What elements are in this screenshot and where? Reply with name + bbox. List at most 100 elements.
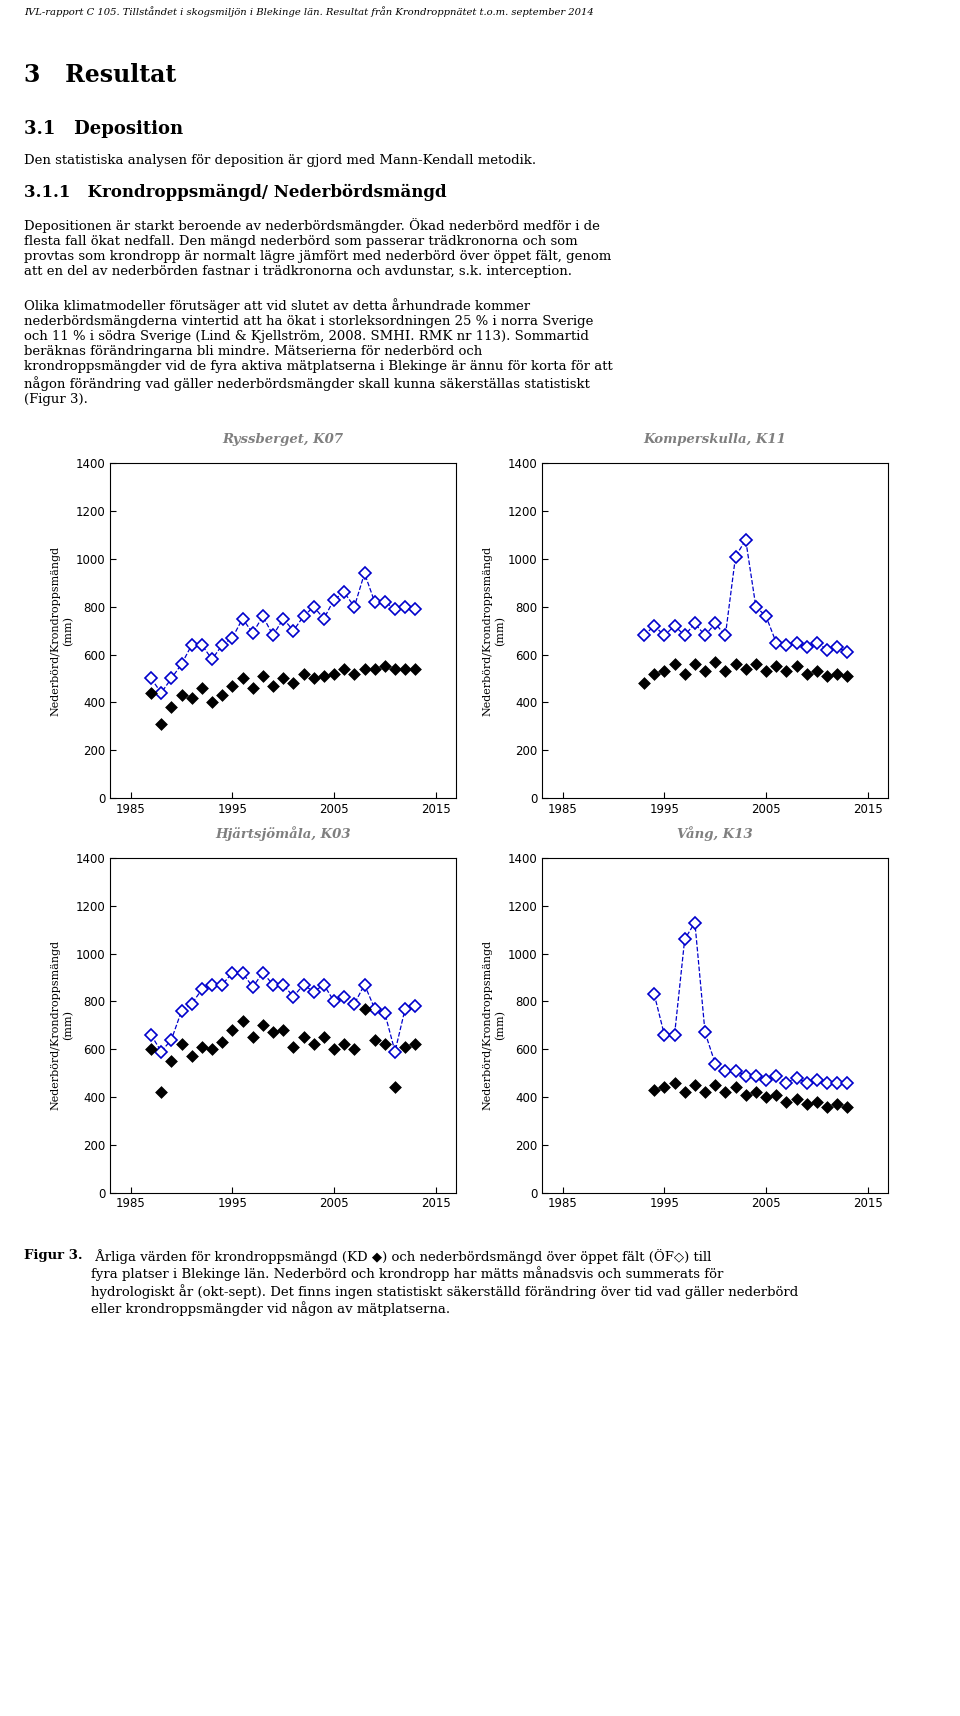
Text: Depositionen är starkt beroende av nederbördsmängder. Ökad nederbörd medför i de: Depositionen är starkt beroende av neder… [24, 218, 612, 278]
Text: IVL-rapport C 105. Tillståndet i skogsmiljön i Blekinge län. Resultat från Krond: IVL-rapport C 105. Tillståndet i skogsmi… [24, 5, 593, 17]
Point [316, 1023, 331, 1050]
Point [636, 669, 652, 697]
Point [143, 680, 158, 707]
Point [687, 1071, 703, 1098]
Point [677, 661, 692, 688]
Point [748, 1079, 763, 1107]
Point [225, 673, 240, 700]
Point [296, 661, 311, 688]
Point [646, 1076, 661, 1103]
Point [286, 669, 301, 697]
Point [194, 1033, 209, 1060]
Point [225, 1016, 240, 1043]
Point [357, 656, 372, 683]
Point [397, 656, 413, 683]
Point [728, 1074, 743, 1102]
Point [646, 661, 661, 688]
Point [184, 683, 200, 710]
Y-axis label: Nederbörd/Krondroppsmängd
(mm): Nederbörd/Krondroppsmängd (mm) [482, 940, 505, 1110]
Point [728, 650, 743, 678]
Point [809, 1088, 825, 1115]
Point [214, 1028, 229, 1055]
Point [337, 656, 352, 683]
Point [697, 657, 712, 685]
Point [255, 1011, 271, 1038]
Text: Ryssberget, K07: Ryssberget, K07 [223, 432, 344, 446]
Point [829, 1090, 845, 1117]
Point [697, 1079, 712, 1107]
Point [387, 656, 402, 683]
Text: Figur 3.: Figur 3. [24, 1249, 83, 1263]
Y-axis label: Nederbörd/Krondroppsmängd
(mm): Nederbörd/Krondroppsmängd (mm) [482, 546, 505, 716]
Point [677, 1079, 692, 1107]
Point [184, 1043, 200, 1071]
Point [306, 1031, 322, 1059]
Point [204, 1035, 220, 1062]
Point [265, 1019, 280, 1047]
Point [758, 657, 774, 685]
Text: 3.1   Deposition: 3.1 Deposition [24, 120, 183, 137]
Point [276, 664, 291, 692]
Point [738, 1081, 754, 1109]
Point [235, 1007, 251, 1035]
Point [408, 1031, 423, 1059]
Point [667, 1069, 683, 1097]
Point [840, 662, 855, 690]
Point [276, 1016, 291, 1043]
Text: Vång, K13: Vång, K13 [678, 825, 753, 841]
Point [367, 656, 382, 683]
Text: 6: 6 [474, 1628, 486, 1644]
Point [174, 1031, 189, 1059]
Point [809, 657, 825, 685]
Point [708, 1071, 723, 1098]
Text: Den statistiska analysen för deposition är gjord med Mann-Kendall metodik.: Den statistiska analysen för deposition … [24, 154, 536, 168]
Point [819, 1093, 834, 1121]
Point [799, 661, 814, 688]
Point [799, 1090, 814, 1117]
Point [687, 650, 703, 678]
Point [840, 1093, 855, 1121]
Text: Komperskulla, K11: Komperskulla, K11 [644, 432, 786, 446]
Point [738, 656, 754, 683]
Point [265, 673, 280, 700]
Point [245, 674, 260, 702]
Point [194, 674, 209, 702]
Point [377, 652, 393, 680]
Point [667, 650, 683, 678]
Point [789, 652, 804, 680]
Point [769, 652, 784, 680]
Point [408, 656, 423, 683]
Point [819, 662, 834, 690]
Text: Årliga värden för krondroppsmängd (KD ◆) och nederbördsmängd över öppet fält (ÖF: Årliga värden för krondroppsmängd (KD ◆)… [91, 1249, 799, 1316]
Point [286, 1033, 301, 1060]
Text: Olika klimatmodeller förutsäger att vid slutet av detta århundrade kommer
nederb: Olika klimatmodeller förutsäger att vid … [24, 299, 612, 405]
Text: Hjärtsjömåla, K03: Hjärtsjömåla, K03 [215, 825, 351, 841]
Point [326, 661, 342, 688]
Point [657, 1074, 672, 1102]
Point [164, 693, 180, 721]
Point [316, 662, 331, 690]
Point [718, 657, 733, 685]
Text: 3.1.1   Krondroppsmängd/ Nederbördsmängd: 3.1.1 Krondroppsmängd/ Nederbördsmängd [24, 184, 446, 201]
Point [174, 681, 189, 709]
Point [347, 1035, 362, 1062]
Y-axis label: Nederbörd/Krondroppsmängd
(mm): Nederbörd/Krondroppsmängd (mm) [50, 546, 73, 716]
Point [306, 664, 322, 692]
Point [245, 1023, 260, 1050]
Point [143, 1035, 158, 1062]
Point [789, 1086, 804, 1114]
Point [337, 1031, 352, 1059]
Text: 3   Resultat: 3 Resultat [24, 63, 177, 88]
Point [718, 1079, 733, 1107]
Point [387, 1074, 402, 1102]
Point [255, 662, 271, 690]
Point [758, 1083, 774, 1110]
Point [235, 664, 251, 692]
Point [829, 661, 845, 688]
Point [164, 1047, 180, 1074]
Point [377, 1031, 393, 1059]
Point [214, 681, 229, 709]
Point [154, 710, 169, 738]
Point [326, 1035, 342, 1062]
Point [204, 688, 220, 716]
